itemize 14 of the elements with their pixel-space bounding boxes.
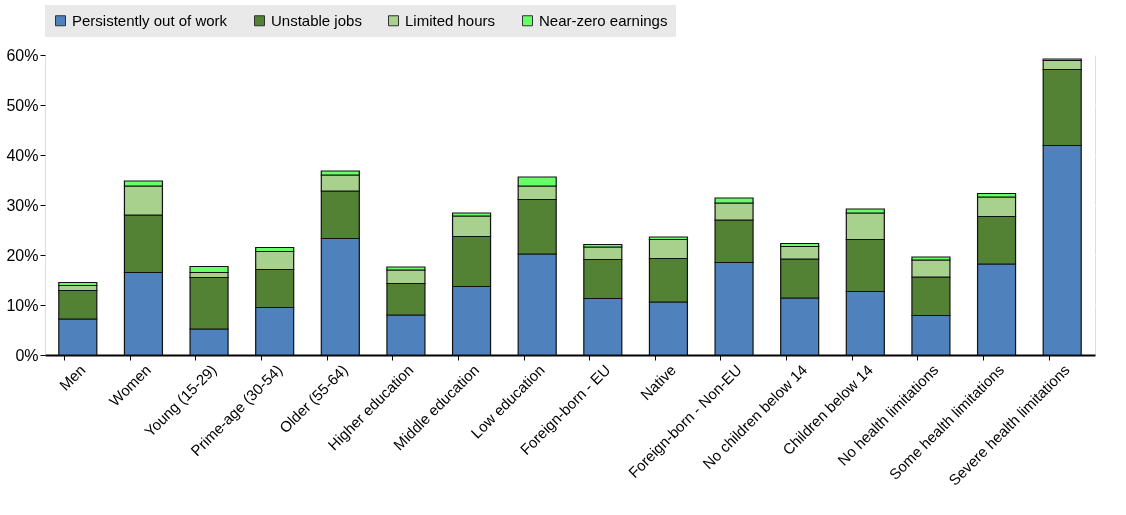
legend-label: Near-zero earnings <box>539 11 668 29</box>
legend-label: Limited hours <box>405 11 496 29</box>
bar <box>189 265 229 274</box>
y-tick-label: 30% <box>6 196 39 214</box>
y-tick-label: 60% <box>6 46 39 64</box>
y-tick-label: 20% <box>6 246 39 264</box>
y-tick-label: 10% <box>6 296 39 314</box>
x-tick-label: Men <box>55 361 89 394</box>
y-tick-label: 0% <box>15 346 39 364</box>
legend-label: Persistently out of work <box>72 11 228 29</box>
y-tick-label: 40% <box>6 146 39 164</box>
legend-label: Unstable jobs <box>271 11 362 29</box>
bar <box>58 281 98 287</box>
y-tick-label: 50% <box>6 96 39 114</box>
